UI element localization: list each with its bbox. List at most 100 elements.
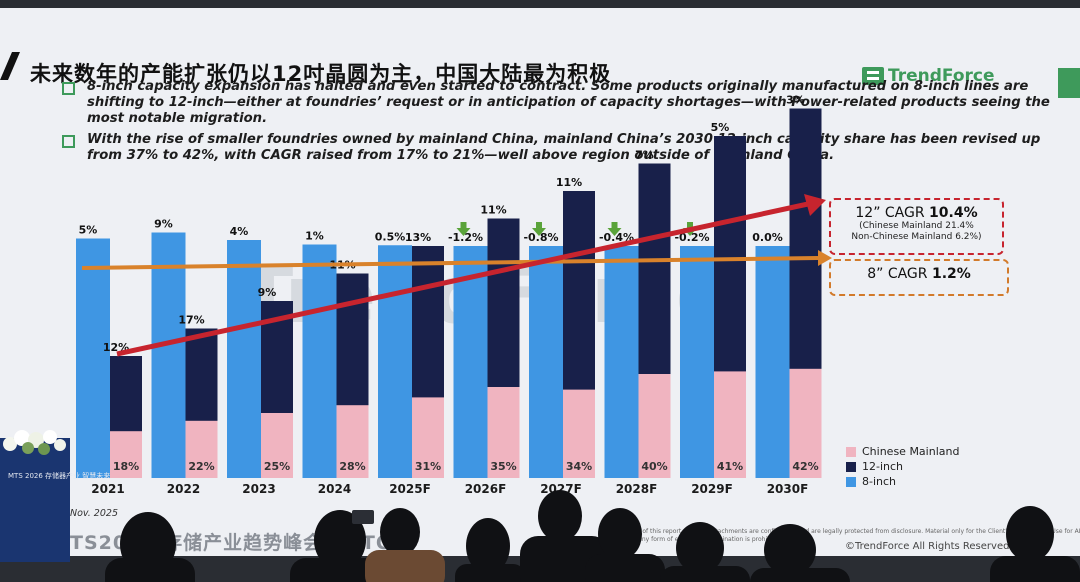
data-label-8-inch: 0.0% — [752, 231, 783, 244]
decline-arrow-icon — [607, 222, 622, 236]
data-label-chinese-mainland: 40% — [641, 460, 667, 473]
data-label-chinese-mainland: 31% — [415, 460, 441, 473]
x-tick-label: 2021 — [91, 482, 124, 496]
data-label-12-inch: 7% — [635, 149, 654, 162]
bar-chinese-mainland — [412, 397, 444, 478]
data-label-12-inch: 11% — [480, 204, 506, 217]
bar-chinese-mainland — [714, 371, 746, 478]
trend-arrow-12-inch-icon — [804, 194, 826, 216]
bar-chinese-mainland — [563, 389, 595, 478]
bar-chinese-mainland — [789, 368, 822, 478]
data-label-8-inch: -0.8% — [523, 231, 558, 244]
bar-8-inch — [151, 232, 186, 478]
data-label-8-inch: 5% — [79, 224, 98, 237]
podium-text: MTS 2026 存储器产业 智慧未来 — [8, 472, 111, 480]
data-label-8-inch: 9% — [154, 218, 173, 231]
bar-chinese-mainland — [487, 387, 520, 478]
bar-8-inch — [302, 244, 337, 478]
bar-chinese-mainland — [110, 431, 142, 478]
legend-swatch — [846, 461, 856, 472]
cagr-8-inch-box: 8” CAGR 1.2% — [829, 259, 1009, 296]
bullet-text: 8-inch capacity expansion has halted and… — [87, 79, 1050, 126]
chart-legend: Chinese Mainland 12-inch 8-inch — [846, 444, 959, 489]
data-label-8-inch: 1% — [305, 230, 324, 243]
legend-label: 8-inch — [862, 475, 897, 488]
data-label-chinese-mainland: 28% — [339, 460, 365, 473]
data-label-8-inch: 4% — [230, 225, 249, 238]
bar-8-inch — [76, 238, 110, 478]
trend-line-8-inch — [81, 256, 819, 270]
cagr-12-sub-non-mainland: Non-Chinese Mainland 6.2%) — [851, 232, 982, 242]
bar-8-inch — [453, 246, 488, 478]
capacity-chart: TrendForce18%12%5%202122%17%9%202225%9%4… — [76, 94, 832, 496]
logo-text: TrendForce — [888, 66, 995, 86]
data-label-12-inch: 11% — [556, 176, 582, 189]
title-bar: 未来数年的产能扩张仍以12吋晶圆为主，中国大陆最为积极 — [0, 36, 800, 88]
trend-arrow-8-inch-icon — [818, 250, 832, 266]
flower-arrangement-icon — [3, 430, 66, 455]
x-tick-label: 2027F — [540, 482, 582, 496]
slide-footer: TS2026 存储产业趋势峰会 USTON All contents of th… — [60, 528, 1080, 554]
bar-chinese-mainland — [185, 420, 218, 478]
data-label-12-inch: 3% — [786, 94, 805, 107]
legend-item-chinese-mainland: Chinese Mainland — [846, 444, 959, 459]
decline-arrow-icon — [532, 222, 546, 236]
trendforce-logo: TrendForce — [862, 66, 995, 86]
slide-title: 未来数年的产能扩张仍以12吋晶圆为主，中国大陆最为积极 — [30, 62, 612, 86]
trendforce-logo-icon — [862, 67, 884, 85]
data-label-12-inch: 9% — [258, 286, 277, 299]
trend-line-12-inch — [116, 201, 809, 357]
data-label-8-inch: -1.2% — [448, 231, 483, 244]
data-label-chinese-mainland: 34% — [566, 460, 592, 473]
green-edge-tab — [1058, 68, 1080, 98]
data-label-chinese-mainland: 22% — [188, 460, 214, 473]
data-label-chinese-mainland: 42% — [792, 460, 818, 473]
bullet-item: 8-inch capacity expansion has halted and… — [62, 79, 1067, 127]
data-label-8-inch: -0.2% — [674, 231, 709, 244]
bar-chinese-mainland — [336, 405, 369, 478]
x-tick-label: 2023 — [242, 482, 275, 496]
cagr-12-label: 12” CAGR 10.4% — [855, 205, 978, 221]
x-tick-label: 2022 — [167, 482, 200, 496]
data-label-12-inch: 5% — [711, 121, 730, 134]
bar-8-inch — [755, 246, 790, 478]
bar-chinese-mainland — [261, 413, 293, 478]
bar-8-inch — [378, 245, 412, 478]
cagr-12-sub-mainland: (Chinese Mainland 21.4% — [859, 221, 974, 231]
footer-event-name: TS2026 存储产业趋势峰会 USTON — [70, 532, 410, 554]
bar-chinese-mainland — [638, 374, 671, 478]
data-label-8-inch: -0.4% — [599, 231, 634, 244]
legend-item-8-inch: 8-inch — [846, 474, 959, 489]
data-label-chinese-mainland: 25% — [264, 460, 290, 473]
data-label-12-inch: 13% — [405, 231, 431, 244]
data-label-12-inch: 17% — [178, 314, 204, 327]
report-date: Nov. 2025 — [70, 508, 118, 519]
x-tick-label: 2026F — [465, 482, 507, 496]
legend-swatch — [846, 446, 856, 457]
presentation-slide: 未来数年的产能扩张仍以12吋晶圆为主，中国大陆最为积极 TrendForce 8… — [0, 8, 1080, 556]
legend-label: 12-inch — [862, 460, 904, 473]
x-tick-label: 2028F — [616, 482, 658, 496]
data-label-chinese-mainland: 41% — [717, 460, 743, 473]
x-tick-label: 2030F — [767, 482, 809, 496]
x-tick-label: 2024 — [318, 482, 351, 496]
bullet-checkbox-icon — [62, 135, 75, 148]
bullet-list: 8-inch capacity expansion has halted and… — [62, 79, 1067, 169]
bullet-checkbox-icon — [62, 82, 75, 95]
bar-8-inch — [529, 246, 563, 478]
stage-podium — [0, 438, 70, 562]
data-label-chinese-mainland: 35% — [490, 460, 516, 473]
legend-swatch — [846, 476, 856, 487]
bar-8-inch — [227, 240, 261, 478]
data-label-chinese-mainland: 18% — [113, 460, 139, 473]
bar-8-inch — [680, 246, 714, 478]
legend-item-12-inch: 12-inch — [846, 459, 959, 474]
x-tick-label: 2025F — [389, 482, 431, 496]
x-tick-label: 2029F — [691, 482, 733, 496]
legend-label: Chinese Mainland — [862, 445, 960, 458]
bar-8-inch — [604, 246, 639, 478]
cagr-8-label: 8” CAGR 1.2% — [867, 266, 971, 282]
decline-arrow-icon — [456, 222, 471, 236]
footer-copyright: ©TrendForce All Rights Reserved — [845, 541, 1010, 552]
data-label-8-inch: 0.5% — [375, 230, 406, 243]
